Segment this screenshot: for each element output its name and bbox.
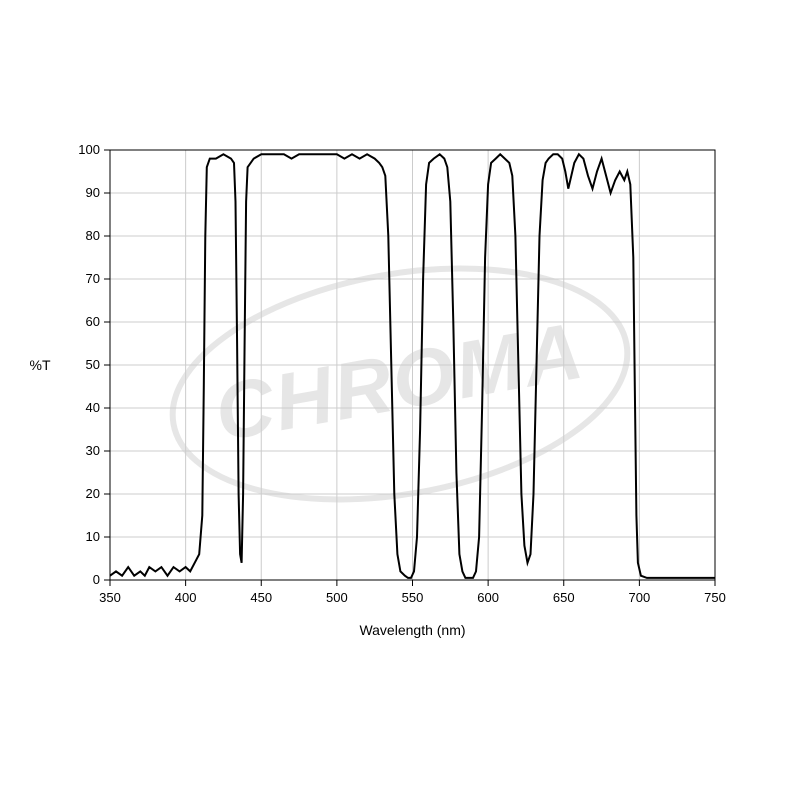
x-tick-label: 750 bbox=[704, 590, 726, 605]
x-tick-label: 550 bbox=[402, 590, 424, 605]
x-tick-label: 500 bbox=[326, 590, 348, 605]
y-tick-label: 0 bbox=[93, 572, 100, 587]
x-tick-label: 650 bbox=[553, 590, 575, 605]
x-tick-label: 700 bbox=[629, 590, 651, 605]
y-tick-label: 20 bbox=[86, 486, 100, 501]
y-tick-label: 10 bbox=[86, 529, 100, 544]
transmittance-chart: 0 10 20 30 40 50 60 70 80 90 100 350 400 450 500 550 60… bbox=[0, 0, 800, 800]
x-axis-label: Wavelength (nm) bbox=[359, 622, 465, 638]
y-tick-label: 80 bbox=[86, 228, 100, 243]
y-tick-label: 40 bbox=[86, 400, 100, 415]
y-tick-label: 50 bbox=[86, 357, 100, 372]
y-tick-label: 100 bbox=[78, 142, 100, 157]
y-tick-label: 60 bbox=[86, 314, 100, 329]
x-tick-label: 350 bbox=[99, 590, 121, 605]
y-tick-label: 90 bbox=[86, 185, 100, 200]
y-tick-label: 70 bbox=[86, 271, 100, 286]
y-axis-label: %T bbox=[30, 357, 51, 373]
y-tick-label: 30 bbox=[86, 443, 100, 458]
x-tick-label: 400 bbox=[175, 590, 197, 605]
x-tick-label: 450 bbox=[250, 590, 272, 605]
x-tick-label: 600 bbox=[477, 590, 499, 605]
